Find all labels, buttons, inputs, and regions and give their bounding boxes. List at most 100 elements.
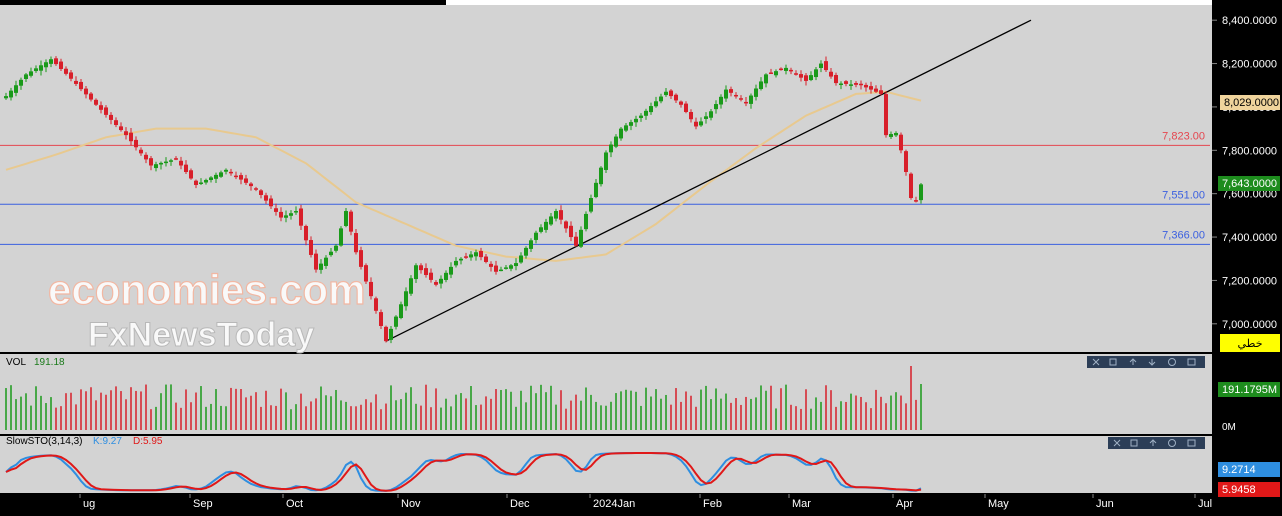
price-tick-label: 7,000.0000 [1222,319,1277,331]
settings-icon[interactable] [1168,358,1176,366]
volume-bar [195,392,197,430]
time-axis[interactable]: ug Sep Oct Nov Dec 2024Jan Feb Mar Apr May Jun Jul [79,494,1212,510]
candle [434,280,438,287]
minimize-panel-icon[interactable] [1109,358,1117,366]
move-up-icon[interactable] [1129,358,1137,365]
candle [244,174,248,185]
candle [689,109,693,123]
candle [274,203,278,216]
candle [564,220,568,233]
volume-bar [510,391,512,430]
time-tick-label: Mar [792,498,811,510]
candle [629,119,633,131]
candle [179,156,183,170]
candle [339,226,343,247]
volume-bar [825,385,827,430]
volume-bar [655,389,657,430]
volume-bar [110,390,112,430]
candle [349,209,353,236]
volume-bar [765,390,767,430]
time-tick-label: ug [83,498,95,510]
candle [99,101,103,114]
volume-bar [315,398,317,430]
watermark-economies: economies.com [48,266,365,313]
volume-bar [830,390,832,430]
candle [374,296,378,314]
candle [874,85,878,94]
volume-bar [375,394,377,430]
maximize-panel-icon[interactable] [1187,358,1196,366]
candle [79,79,83,92]
volume-bar [270,405,272,430]
volume-bar [355,406,357,430]
candle [4,92,8,100]
volume-bar [780,388,782,430]
candle [919,182,923,204]
volume-bar [845,401,847,430]
volume-bar [685,391,687,430]
candle [774,69,778,78]
volume-bar [890,395,892,430]
moving-average-line [5,90,922,262]
move-down-icon[interactable] [1148,359,1156,366]
volume-bar [165,384,167,430]
candle [159,161,163,170]
volume-bar [120,391,122,430]
volume-bar [440,407,442,430]
candle [84,85,88,99]
minimize-panel-icon[interactable] [1130,439,1138,447]
candle [524,246,528,259]
scale-mode-label: خطي [1238,338,1263,350]
candle [599,166,603,187]
volume-bar [600,405,602,430]
close-panel-icon[interactable] [1092,358,1100,366]
price-tick-label: 7,200.0000 [1222,275,1277,287]
volume-bar [640,405,642,430]
volume-bar [340,400,342,430]
volume-bar [680,401,682,430]
level-label: 7,823.00 [1162,130,1205,142]
volume-bar [715,388,717,430]
trendline[interactable] [385,19,1032,342]
watermark-fxnewstoday: FxNewsToday [88,316,314,354]
candle [259,189,263,199]
candle [169,158,173,166]
settings-icon[interactable] [1168,439,1176,447]
close-panel-icon[interactable] [1113,439,1121,447]
candle [384,325,388,343]
volume-bar [230,387,232,430]
candles-layer [4,56,923,344]
move-up-icon[interactable] [1149,439,1157,446]
volume-bar [540,384,542,430]
time-tick-label: Jul [1198,498,1212,510]
candle [454,257,458,268]
volume-bar [520,390,522,430]
scale-mode-button[interactable]: خطي [1220,334,1280,352]
candle [494,260,498,275]
price-axis[interactable]: 8,400.00008,200.00008,000.00007,800.0000… [1212,15,1277,331]
candle [624,123,628,133]
maximize-panel-icon[interactable] [1187,439,1196,447]
candle [899,132,903,154]
candle [389,326,393,344]
candle [289,210,293,220]
volume-bar [720,398,722,430]
volume-bar [35,386,37,430]
stoch-k-axis-label: 9.2714 [1222,464,1256,476]
volume-bar [565,408,567,430]
candle [164,157,168,167]
candle [319,259,323,274]
last-price-tag: 7,643.0000 [1218,176,1280,191]
volume-bar [790,404,792,430]
candle [89,91,93,102]
candle [604,150,608,173]
volume-bar [840,401,842,430]
volume-title: VOL [6,357,26,368]
candle [499,266,503,272]
volume-zero-label: 0M [1222,422,1236,433]
candle [14,80,18,97]
candle [879,85,883,96]
volume-bar [860,396,862,430]
volume-bar [815,397,817,430]
